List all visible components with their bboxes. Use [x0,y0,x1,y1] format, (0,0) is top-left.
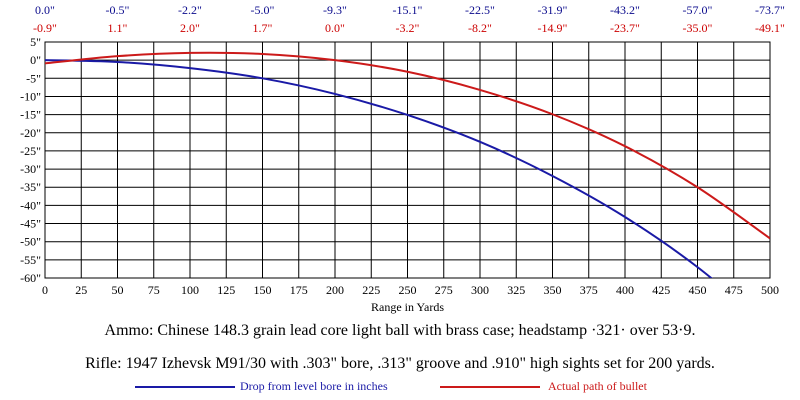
y-tick-label: 0" [30,53,41,67]
top-drop-label: -73.7" [755,3,785,17]
y-tick-label: -20" [20,126,41,140]
x-tick-label: 350 [544,283,562,297]
x-tick-label: 250 [399,283,417,297]
y-tick-label: -55" [20,253,41,267]
y-tick-label: -50" [20,235,41,249]
x-axis-title: Range in Yards [371,300,444,314]
top-path-label: -49.1" [755,21,785,35]
x-tick-label: 425 [652,283,670,297]
y-tick-label: -60" [20,271,41,285]
top-path-label: -35.0" [683,21,713,35]
x-tick-label: 325 [507,283,525,297]
x-tick-label: 450 [689,283,707,297]
x-tick-label: 225 [362,283,380,297]
y-tick-label: -5" [26,71,41,85]
x-tick-label: 475 [725,283,743,297]
x-tick-label: 150 [254,283,272,297]
top-path-label: -0.9" [33,21,57,35]
top-drop-label: -15.1" [393,3,423,17]
ammo-caption: Ammo: Chinese 148.3 grain lead core ligh… [104,322,696,339]
x-tick-label: 200 [326,283,344,297]
top-path-label: -3.2" [396,21,420,35]
top-drop-label: -9.3" [323,3,347,17]
y-tick-label: -10" [20,89,41,103]
y-tick-label: -25" [20,144,41,158]
drop-series-line [45,59,713,278]
x-tick-label: 125 [217,283,235,297]
legend-drop-label: Drop from level bore in inches [240,379,388,393]
x-tick-label: 50 [112,283,124,297]
top-drop-label: -43.2" [610,3,640,17]
top-path-label: 1.1" [108,21,128,35]
y-tick-label: 5" [30,35,41,49]
legend-path-label: Actual path of bullet [548,379,647,393]
legend-path-line [440,386,540,388]
top-drop-label: -5.0" [251,3,275,17]
x-tick-label: 275 [435,283,453,297]
y-tick-label: -35" [20,180,41,194]
top-drop-label: -31.9" [538,3,568,17]
top-drop-label: -57.0" [683,3,713,17]
top-path-label: -23.7" [610,21,640,35]
y-tick-label: -15" [20,108,41,122]
x-tick-label: 300 [471,283,489,297]
y-tick-label: -40" [20,198,41,212]
top-drop-label: -2.2" [178,3,202,17]
x-tick-label: 375 [580,283,598,297]
top-path-label: -14.9" [538,21,568,35]
y-tick-label: -30" [20,162,41,176]
top-path-label: -8.2" [468,21,492,35]
top-drop-label: -22.5" [465,3,495,17]
top-path-label: 1.7" [253,21,273,35]
x-tick-label: 100 [181,283,199,297]
path-series-line [45,51,770,240]
legend-drop-line [135,386,235,388]
top-path-label: 2.0" [180,21,200,35]
x-tick-label: 175 [290,283,308,297]
x-tick-label: 25 [75,283,87,297]
x-tick-label: 500 [761,283,779,297]
x-tick-label: 75 [148,283,160,297]
y-tick-label: -45" [20,217,41,231]
top-drop-label: -0.5" [106,3,130,17]
top-drop-label: 0.0" [35,3,55,17]
rifle-caption: Rifle: 1947 Izhevsk M91/30 with .303" bo… [85,355,715,372]
x-tick-label: 0 [42,283,48,297]
top-path-label: 0.0" [325,21,345,35]
x-tick-label: 400 [616,283,634,297]
